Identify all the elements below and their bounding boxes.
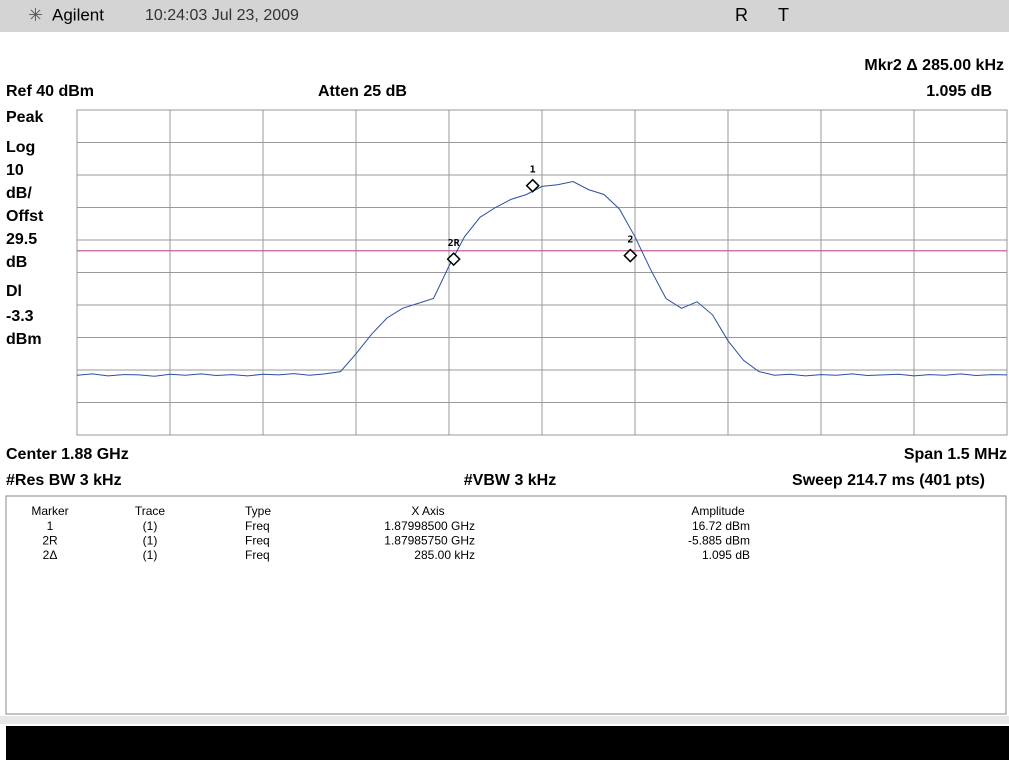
side-label: dBm: [6, 331, 42, 348]
table-header: Marker: [31, 504, 68, 518]
vbw: #VBW 3 kHz: [464, 472, 556, 489]
side-label: dB/: [6, 185, 32, 202]
datetime: 10:24:03 Jul 23, 2009: [145, 7, 299, 24]
marker-label: 1: [530, 165, 536, 176]
table-cell: Freq: [245, 519, 270, 533]
table-cell: Freq: [245, 534, 270, 548]
side-label: Offst: [6, 208, 44, 225]
table-cell: -5.885 dBm: [688, 534, 750, 548]
table-cell: (1): [143, 534, 158, 548]
separator: [0, 716, 1009, 724]
side-label: Peak: [6, 109, 43, 126]
table-header: Type: [245, 504, 271, 518]
center-freq: Center 1.88 GHz: [6, 446, 129, 463]
side-label: Log: [6, 139, 35, 156]
marker-label: 2: [627, 235, 633, 246]
table-cell: 1.87985750 GHz: [384, 534, 475, 548]
logo-star: ✳: [28, 5, 43, 25]
sweep: Sweep 214.7 ms (401 pts): [792, 472, 985, 489]
table-cell: 1: [47, 519, 54, 533]
plot: 1 2R 2: [76, 109, 1008, 436]
title-bar: [0, 0, 1009, 32]
table-cell: 1.095 dB: [702, 548, 750, 562]
softkey-bar: [6, 726, 1009, 760]
attenuation: Atten 25 dB: [318, 83, 407, 100]
table-cell: 285.00 kHz: [414, 548, 475, 562]
marker-table: Marker Trace Type X Axis Amplitude 1 (1) Freq 1.…: [31, 504, 750, 562]
table-header: X Axis: [411, 504, 444, 518]
left-labels: Peak Log 10 dB/Offst 29.5 dB Dl -3.3 dBm: [6, 109, 44, 348]
side-label: 10: [6, 162, 24, 179]
table-cell: 1.87998500 GHz: [384, 519, 475, 533]
marker: [623, 248, 638, 263]
table-cell: (1): [143, 548, 158, 562]
status: R: [735, 5, 748, 25]
table-cell: (1): [143, 519, 158, 533]
marker-table-frame: [5, 495, 1007, 715]
table-cell: 2Δ: [43, 548, 58, 562]
side-label: dB: [6, 254, 27, 271]
table-cell: Freq: [245, 548, 270, 562]
span: Span 1.5 MHz: [904, 446, 1007, 463]
ref-level: Ref 40 dBm: [6, 83, 94, 100]
marker: [446, 252, 461, 267]
table-cell: 2R: [42, 534, 58, 548]
table-cell: 16.72 dBm: [692, 519, 750, 533]
side-label: -3.3: [6, 308, 34, 325]
trace: [76, 180, 1008, 377]
status: T: [778, 5, 789, 25]
side-label: Dl: [6, 283, 22, 300]
side-label: 29.5: [6, 231, 37, 248]
marker-amplitude: 1.095 dB: [926, 83, 992, 100]
brand: Agilent: [52, 5, 104, 24]
marker-readout: Mkr2 Δ 285.00 kHz: [864, 57, 1004, 74]
marker-label: 2R: [448, 238, 461, 249]
table-header: Amplitude: [691, 504, 745, 518]
marker: [525, 178, 540, 193]
table-header: Trace: [135, 504, 166, 518]
rbw: #Res BW 3 kHz: [6, 472, 122, 489]
